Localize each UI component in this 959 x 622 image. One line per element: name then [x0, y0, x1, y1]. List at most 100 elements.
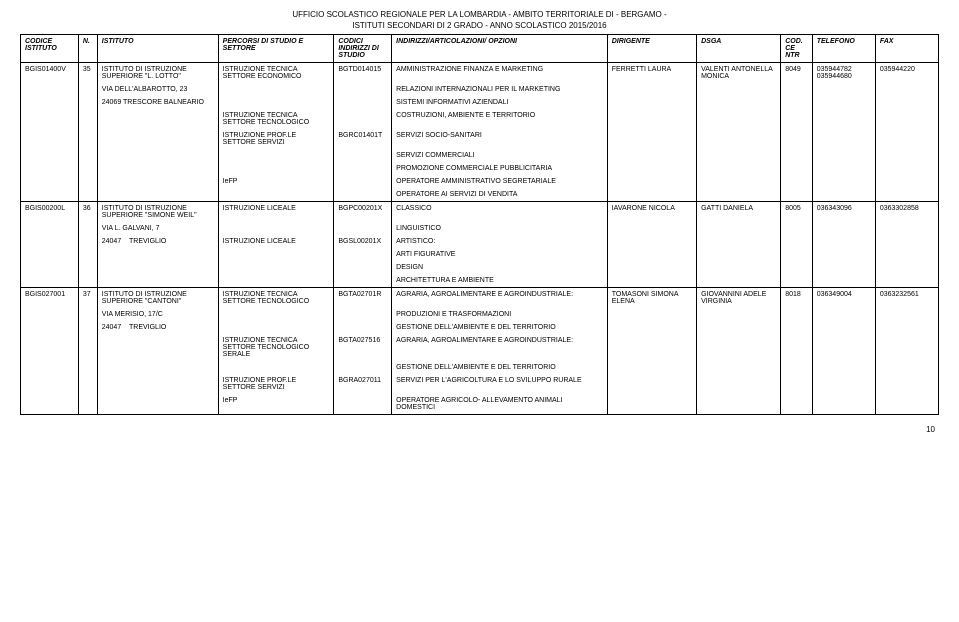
- document-page: UFFICIO SCOLASTICO REGIONALE PER LA LOMB…: [0, 0, 959, 454]
- cell-cod-indirizzo: [334, 248, 392, 261]
- table-row: BGIS00200L 36 ISTITUTO DI ISTRUZIONE SUP…: [21, 202, 939, 223]
- cell-fax: 035944220: [875, 63, 938, 202]
- cell-indirizzo: AGRARIA, AGROALIMENTARE E AGROINDUSTRIAL…: [392, 334, 608, 361]
- page-number: 10: [20, 425, 939, 434]
- cell-telefono: 035944782 035944680: [812, 63, 875, 202]
- cell-istituto: [97, 394, 218, 415]
- cell-percorso: ISTRUZIONE TECNICA SETTORE TECNOLOGICO: [218, 288, 334, 309]
- cell-indirizzo: OPERATORE AMMINISTRATIVO SEGRETARIALE: [392, 175, 608, 188]
- cell-cod-indirizzo: [334, 394, 392, 415]
- cell-istituto-addr: 24047 TREVIGLIO: [97, 235, 218, 248]
- cell-percorso: ISTRUZIONE TECNICA SETTORE TECNOLOGICO: [218, 109, 334, 129]
- cell-percorso: [218, 361, 334, 374]
- cell-percorso: ISTRUZIONE PROF.LE SETTORE SERVIZI: [218, 374, 334, 394]
- cell-indirizzo: SISTEMI INFORMATIVI AZIENDALI: [392, 96, 608, 109]
- cell-percorso: ISTRUZIONE LICEALE: [218, 202, 334, 223]
- cell-codcentr: 8018: [781, 288, 813, 415]
- cell-indirizzo: ARTI FIGURATIVE: [392, 248, 608, 261]
- cell-indirizzo: ARTISTICO:: [392, 235, 608, 248]
- col-fax: FAX: [875, 35, 938, 63]
- cell-cod-indirizzo: [334, 274, 392, 288]
- cell-indirizzo: DESIGN: [392, 261, 608, 274]
- cell-indirizzo: GESTIONE DELL'AMBIENTE E DEL TERRITORIO: [392, 321, 608, 334]
- cell-istituto: [97, 261, 218, 274]
- cell-indirizzo: RELAZIONI INTERNAZIONALI PER IL MARKETIN…: [392, 83, 608, 96]
- col-codcentr: COD.CE NTR: [781, 35, 813, 63]
- cell-telefono: 036343096: [812, 202, 875, 288]
- col-telefono: TELEFONO: [812, 35, 875, 63]
- cell-indirizzo: ARCHITETTURA E AMBIENTE: [392, 274, 608, 288]
- cell-dsga: GATTI DANIELA: [697, 202, 781, 288]
- cell-istituto: [97, 162, 218, 175]
- header-line-2: ISTITUTI SECONDARI DI 2 GRADO - ANNO SCO…: [20, 21, 939, 30]
- cell-cod-indirizzo: [334, 261, 392, 274]
- cell-percorso: ISTRUZIONE LICEALE: [218, 235, 334, 248]
- cell-percorso: [218, 248, 334, 261]
- cell-cod-indirizzo: BGTD014015: [334, 63, 392, 84]
- cell-percorso: [218, 149, 334, 162]
- cell-cod-indirizzo: BGTA02701R: [334, 288, 392, 309]
- cell-codice: BGIS00200L: [21, 202, 79, 288]
- table-row: BGIS01400V 35 ISTITUTO DI ISTRUZIONE SUP…: [21, 63, 939, 84]
- cell-dsga: VALENTI ANTONELLA MONICA: [697, 63, 781, 202]
- cell-cod-indirizzo: BGRC01401T: [334, 129, 392, 149]
- col-percorsi: PERCORSI DI STUDIO E SETTORE: [218, 35, 334, 63]
- cell-fax: 0363302858: [875, 202, 938, 288]
- cell-dsga: GIOVANNINI ADELE VIRGINIA: [697, 288, 781, 415]
- schools-table: CODICE ISTITUTO N. ISTITUTO PERCORSI DI …: [20, 34, 939, 415]
- cell-istituto: [97, 129, 218, 149]
- cell-codcentr: 8049: [781, 63, 813, 202]
- cell-istituto: [97, 149, 218, 162]
- cell-indirizzo: AMMINISTRAZIONE FINANZA E MARKETING: [392, 63, 608, 84]
- cell-istituto: [97, 361, 218, 374]
- cell-percorso: [218, 188, 334, 202]
- cell-percorso: [218, 96, 334, 109]
- cell-istituto-addr: 24069 TRESCORE BALNEARIO: [97, 96, 218, 109]
- cell-telefono: 036349004: [812, 288, 875, 415]
- cell-n: 36: [78, 202, 97, 288]
- cell-cod-indirizzo: [334, 308, 392, 321]
- table-header-row: CODICE ISTITUTO N. ISTITUTO PERCORSI DI …: [21, 35, 939, 63]
- cell-indirizzo: SERVIZI SOCIO-SANITARI: [392, 129, 608, 149]
- col-codici-indirizzi: CODICI INDIRIZZI DI STUDIO: [334, 35, 392, 63]
- cell-istituto-addr: VIA DELL'ALBAROTTO, 23: [97, 83, 218, 96]
- table-row: BGIS027001 37 ISTITUTO DI ISTRUZIONE SUP…: [21, 288, 939, 309]
- cell-percorso: [218, 162, 334, 175]
- cell-cod-indirizzo: BGTA027516: [334, 334, 392, 361]
- cell-istituto: [97, 109, 218, 129]
- cell-istituto-addr: 24047 TREVIGLIO: [97, 321, 218, 334]
- cell-cod-indirizzo: [334, 188, 392, 202]
- cell-cod-indirizzo: [334, 162, 392, 175]
- cell-indirizzo: SERVIZI PER L'AGRICOLTURA E LO SVILUPPO …: [392, 374, 608, 394]
- cell-percorso: [218, 308, 334, 321]
- cell-percorso: [218, 83, 334, 96]
- cell-percorso: [218, 274, 334, 288]
- cell-percorso: IeFP: [218, 394, 334, 415]
- cell-indirizzo: OPERATORE AI SERVIZI DI VENDITA: [392, 188, 608, 202]
- col-dirigente: DIRIGENTE: [607, 35, 696, 63]
- cell-cod-indirizzo: [334, 109, 392, 129]
- cell-istituto: ISTITUTO DI ISTRUZIONE SUPERIORE "SIMONE…: [97, 202, 218, 223]
- cell-istituto: [97, 188, 218, 202]
- col-n: N.: [78, 35, 97, 63]
- cell-dirigente: FERRETTI LAURA: [607, 63, 696, 202]
- cell-cod-indirizzo: [334, 175, 392, 188]
- cell-cod-indirizzo: [334, 361, 392, 374]
- cell-istituto: [97, 374, 218, 394]
- cell-indirizzo: OPERATORE AGRICOLO- ALLEVAMENTO ANIMALI …: [392, 394, 608, 415]
- cell-indirizzo: GESTIONE DELL'AMBIENTE E DEL TERRITORIO: [392, 361, 608, 374]
- cell-cod-indirizzo: [334, 222, 392, 235]
- cell-istituto: [97, 248, 218, 261]
- cell-cod-indirizzo: BGPC00201X: [334, 202, 392, 223]
- cell-cod-indirizzo: BGSL00201X: [334, 235, 392, 248]
- cell-codcentr: 8005: [781, 202, 813, 288]
- cell-cod-indirizzo: [334, 321, 392, 334]
- cell-indirizzo: LINGUISTICO: [392, 222, 608, 235]
- cell-percorso: ISTRUZIONE TECNICA SETTORE TECNOLOGICO S…: [218, 334, 334, 361]
- cell-istituto: [97, 274, 218, 288]
- cell-codice: BGIS01400V: [21, 63, 79, 202]
- cell-percorso: ISTRUZIONE TECNICA SETTORE ECONOMICO: [218, 63, 334, 84]
- cell-cod-indirizzo: BGRA027011: [334, 374, 392, 394]
- col-istituto: ISTITUTO: [97, 35, 218, 63]
- col-dsga: DSGA: [697, 35, 781, 63]
